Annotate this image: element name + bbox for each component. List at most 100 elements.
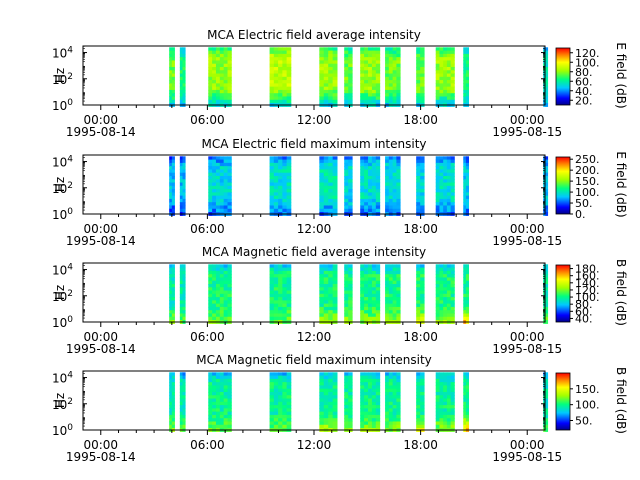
colorbar-tick-label: 50. xyxy=(575,415,593,428)
x-tick-date: 1995-08-15 xyxy=(492,450,562,464)
data-segment xyxy=(416,264,425,324)
x-tick-label: 18:00 xyxy=(403,330,438,344)
y-axis-label: Hz xyxy=(53,68,67,83)
colorbar-tick-label: 160. xyxy=(575,270,600,283)
data-segment xyxy=(360,264,381,324)
data-segment xyxy=(385,156,401,216)
panel-4: MCA Magnetic field maximum intensity 100 1… xyxy=(52,353,628,464)
y-tick-label: 100 xyxy=(52,423,73,438)
data-segment xyxy=(169,47,175,107)
x-tick-label: 00:00 xyxy=(83,113,118,127)
axes-frame xyxy=(82,370,546,431)
data-segment xyxy=(360,156,381,216)
data-segment xyxy=(463,47,469,107)
data-segment xyxy=(208,264,232,324)
data-segment xyxy=(360,372,381,432)
panel-2: MCA Electric field maximum intensity 100 1… xyxy=(52,137,628,248)
y-axis-label: Hz xyxy=(53,285,67,300)
spectrogram xyxy=(169,372,549,432)
y-axis-label: Hz xyxy=(53,177,67,192)
colorbar xyxy=(555,372,571,431)
x-tick-label: 12:00 xyxy=(297,222,332,236)
colorbar xyxy=(555,156,571,215)
y-tick-label: 104 xyxy=(52,371,73,386)
data-segment xyxy=(179,47,186,107)
colorbar-label: E field (dB) xyxy=(614,42,628,108)
data-segment xyxy=(344,372,353,432)
data-segment xyxy=(344,47,353,107)
data-segment xyxy=(435,47,455,107)
y-tick-label: 102 xyxy=(52,289,73,304)
data-segment xyxy=(463,156,469,216)
y-axis-label: Hz xyxy=(53,393,67,408)
colorbar-label: E field (dB) xyxy=(614,151,628,217)
x-tick-label: 00:00 xyxy=(510,438,545,452)
data-segment xyxy=(435,156,455,216)
spectrogram xyxy=(169,47,549,107)
colorbar xyxy=(555,47,571,106)
panel-title: MCA Magnetic field maximum intensity xyxy=(196,353,432,367)
data-segment xyxy=(179,372,186,432)
colorbar xyxy=(555,264,571,323)
x-tick-label: 00:00 xyxy=(83,330,118,344)
data-segment xyxy=(269,47,292,107)
x-tick-date: 1995-08-15 xyxy=(492,342,562,356)
x-tick-date: 1995-08-15 xyxy=(492,125,562,139)
colorbar-tick-label: 100. xyxy=(575,186,600,199)
y-tick-label: 102 xyxy=(52,72,73,87)
data-segment xyxy=(208,372,232,432)
data-segment xyxy=(269,264,292,324)
x-tick-label: 06:00 xyxy=(190,113,225,127)
data-segment xyxy=(360,47,381,107)
colorbar-tick-label: 50. xyxy=(575,197,593,210)
x-tick-date: 1995-08-14 xyxy=(66,342,136,356)
colorbar-tick-label: 40. xyxy=(575,312,593,325)
spectrogram xyxy=(169,264,549,324)
data-segment xyxy=(385,264,401,324)
y-tick-label: 100 xyxy=(52,207,73,222)
colorbar-tick-label: 150. xyxy=(575,383,600,396)
colorbar-tick-label: 100. xyxy=(575,399,600,412)
y-tick-label: 104 xyxy=(52,263,73,278)
data-segment xyxy=(319,264,338,324)
data-segment xyxy=(344,264,353,324)
colorbar-tick-label: 150. xyxy=(575,175,600,188)
colorbar-tick-label: 20. xyxy=(575,94,593,107)
y-tick-label: 100 xyxy=(52,315,73,330)
panel-title: MCA Magnetic field average intensity xyxy=(202,245,426,259)
panel-title: MCA Electric field average intensity xyxy=(207,28,421,42)
colorbar-tick-label: 0. xyxy=(575,208,586,221)
x-tick-label: 00:00 xyxy=(83,222,118,236)
colorbar-tick-label: 120. xyxy=(575,47,600,60)
x-tick-label: 00:00 xyxy=(510,113,545,127)
x-tick-date: 1995-08-14 xyxy=(66,450,136,464)
data-segment xyxy=(179,156,186,216)
data-segment xyxy=(169,264,175,324)
data-segment xyxy=(319,47,338,107)
colorbar-tick-label: 60. xyxy=(575,75,593,88)
colorbar-tick-label: 120. xyxy=(575,284,600,297)
colorbar-tick-label: 60. xyxy=(575,305,593,318)
y-tick-label: 104 xyxy=(52,155,73,170)
colorbar-label: B field (dB) xyxy=(614,367,628,434)
data-segment xyxy=(416,372,425,432)
axes-frame xyxy=(82,262,546,323)
axes-frame xyxy=(82,45,546,106)
data-segment xyxy=(208,156,232,216)
panel-3: MCA Magnetic field average intensity 100 1… xyxy=(52,245,628,356)
data-segment xyxy=(208,47,232,107)
spectrogram xyxy=(169,156,549,216)
colorbar-tick-label: 180. xyxy=(575,263,600,276)
data-segment xyxy=(435,264,455,324)
data-segment xyxy=(385,372,401,432)
data-segment xyxy=(463,372,469,432)
data-segment xyxy=(416,156,425,216)
x-tick-date: 1995-08-14 xyxy=(66,234,136,248)
colorbar-tick-label: 100. xyxy=(575,291,600,304)
colorbar-label: B field (dB) xyxy=(614,259,628,326)
colorbar-tick-label: 250. xyxy=(575,153,600,166)
x-tick-label: 06:00 xyxy=(190,438,225,452)
data-segment xyxy=(269,372,292,432)
panel-title: MCA Electric field maximum intensity xyxy=(201,137,426,151)
